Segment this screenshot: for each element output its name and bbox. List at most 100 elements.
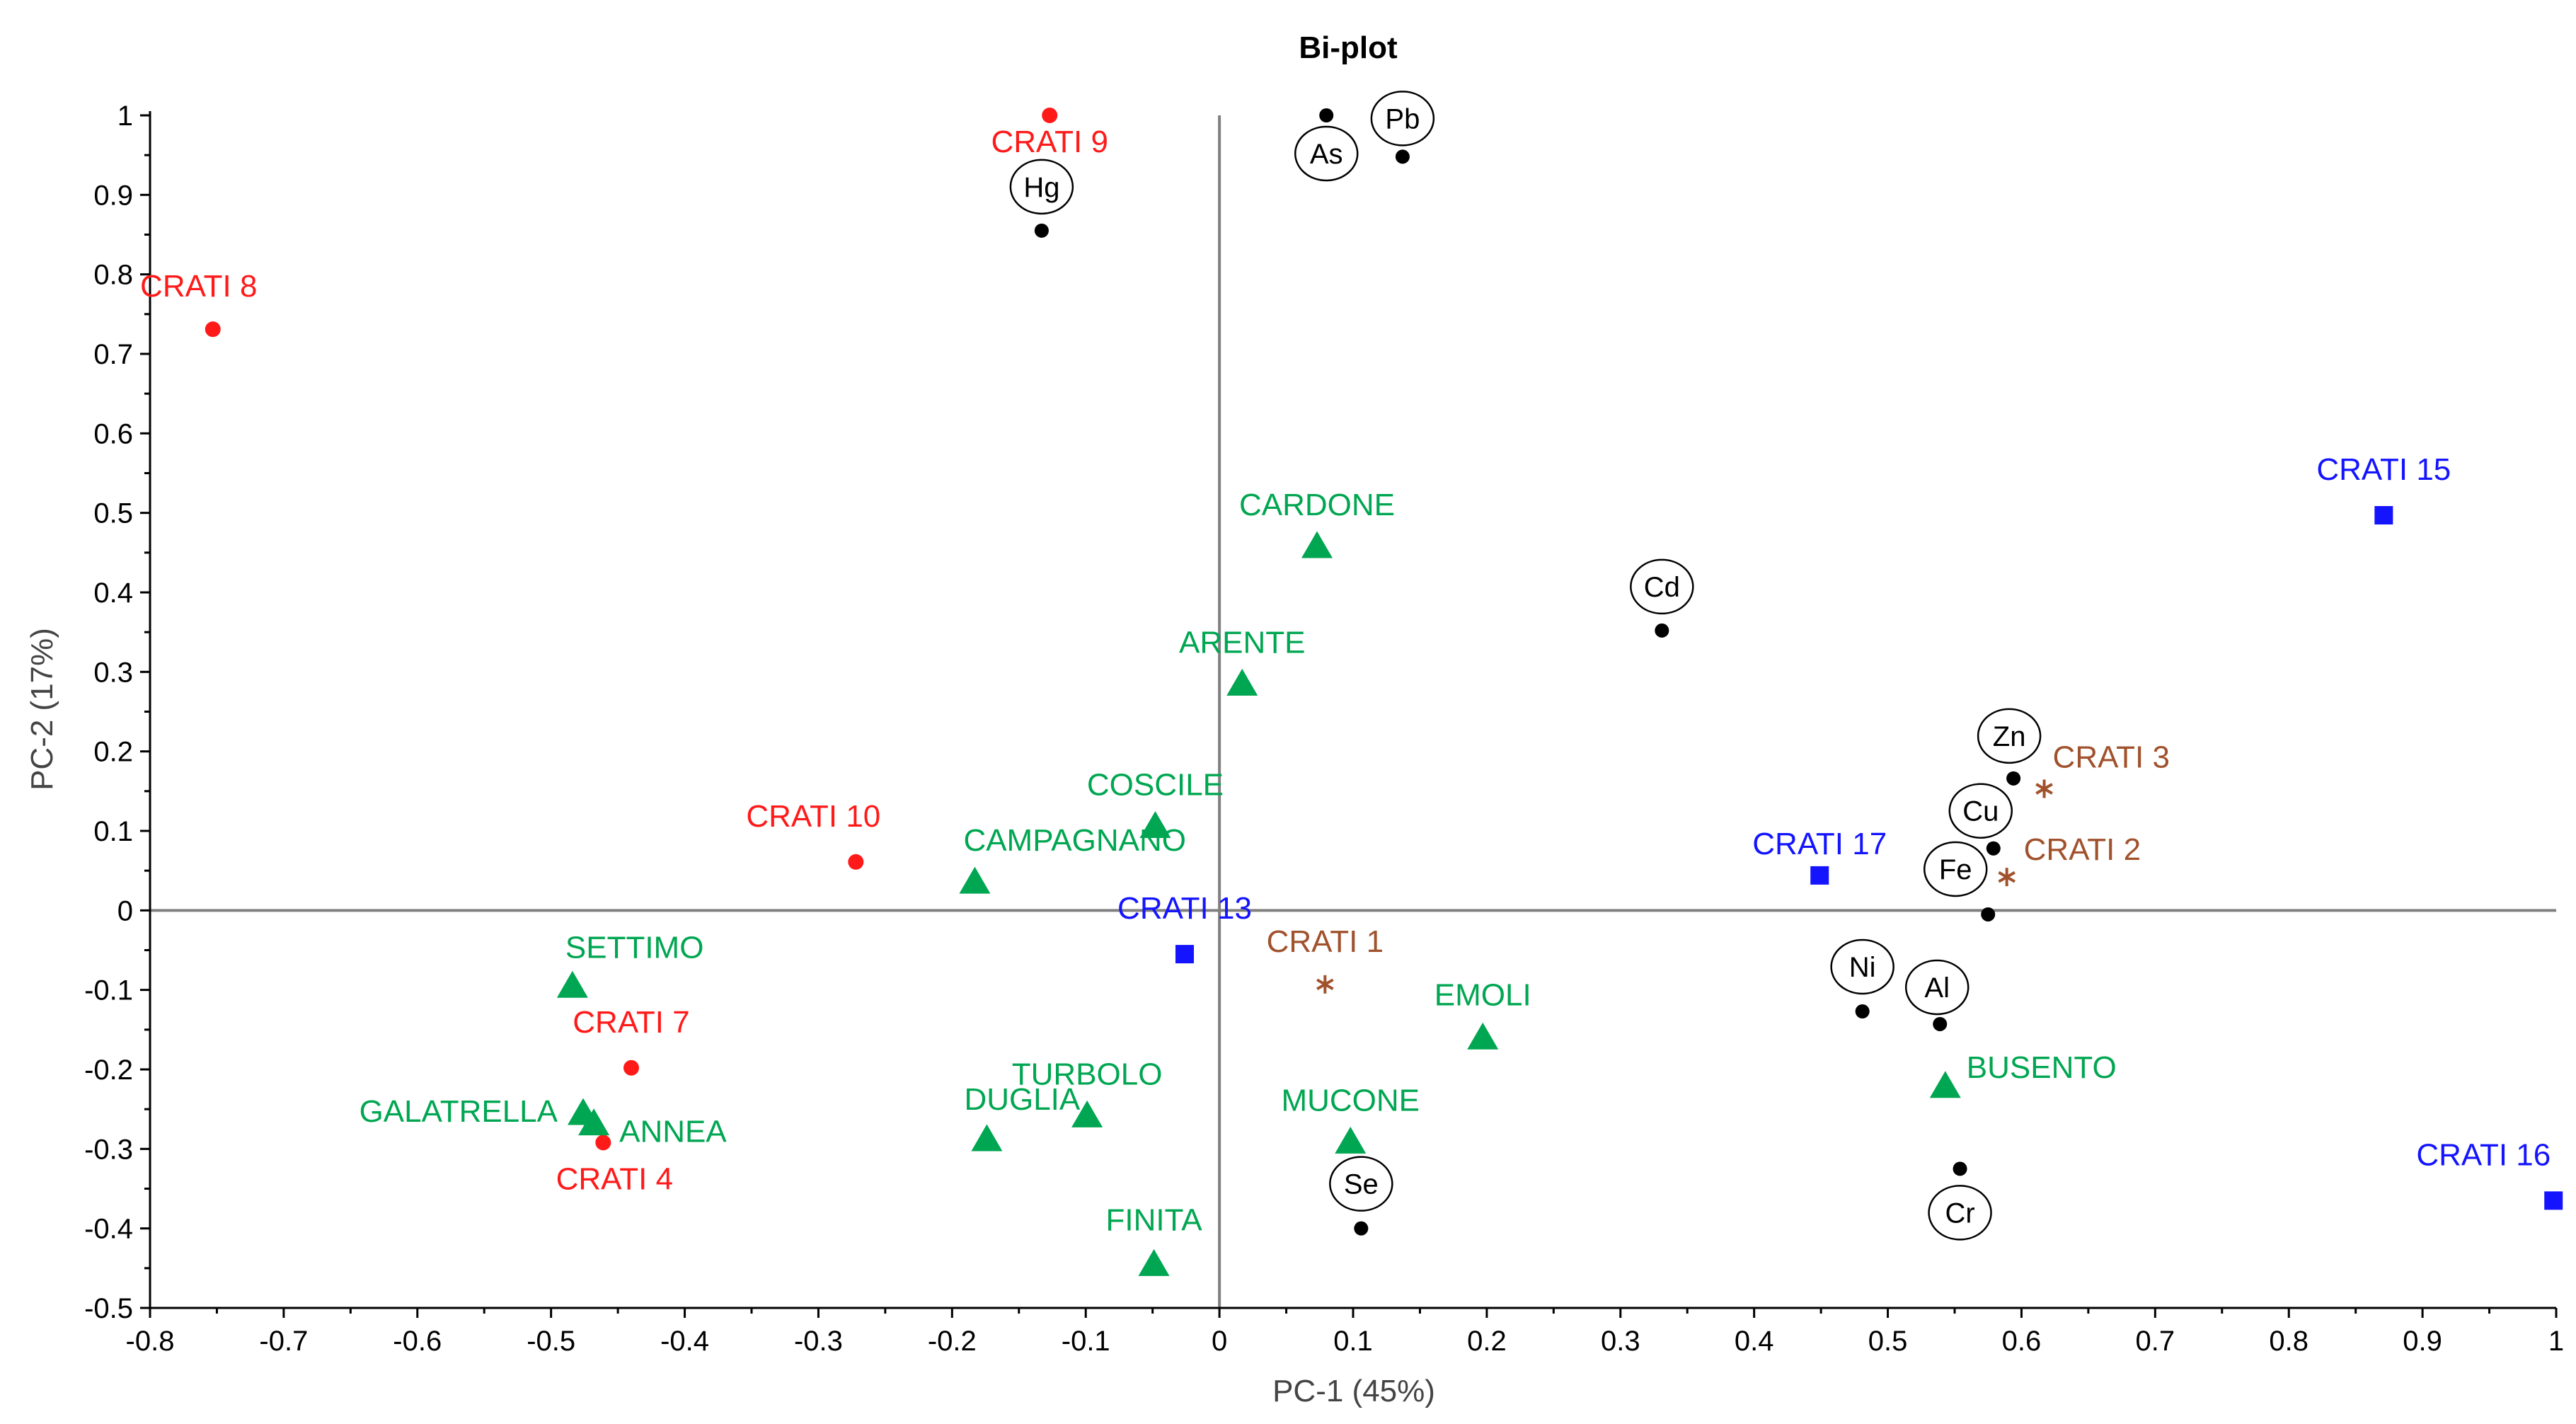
point-crati-1 — [1316, 975, 1334, 994]
point-annea — [578, 1108, 610, 1136]
point-coscile — [1139, 810, 1171, 838]
point-label: CRATI 9 — [991, 125, 1108, 159]
variable-label: Ni — [1849, 952, 1876, 983]
y-tick-label: -0.3 — [84, 1134, 133, 1165]
point-label: CRATI 10 — [746, 799, 880, 834]
variable-label: Zn — [1993, 721, 2026, 752]
y-tick-label: -0.4 — [84, 1214, 133, 1245]
x-tick-label: -0.3 — [794, 1326, 843, 1357]
variable-point-as — [1319, 108, 1334, 122]
variable-label: Cr — [1945, 1198, 1974, 1229]
x-tick-label: 0.6 — [2002, 1326, 2042, 1357]
point-label: CRATI 4 — [556, 1161, 673, 1196]
y-tick-label: 0.9 — [93, 180, 133, 211]
point-label: ANNEA — [619, 1115, 727, 1149]
zero-lines — [150, 115, 2556, 1308]
variable-point-se — [1354, 1221, 1369, 1236]
x-tick-label: -0.4 — [660, 1326, 709, 1357]
point-arente — [1226, 668, 1258, 696]
y-tick-label: 0 — [117, 895, 133, 926]
point-label: MUCONE — [1281, 1083, 1420, 1118]
variable-point-cr — [1953, 1161, 1967, 1176]
point-crati-4 — [595, 1135, 611, 1151]
point-crati-8 — [205, 321, 221, 338]
y-tick-label: 0.2 — [93, 737, 133, 768]
y-tick-label: -0.1 — [84, 975, 133, 1006]
x-tick-label: 0.2 — [1467, 1326, 1507, 1357]
x-tick-label: 0.9 — [2403, 1326, 2442, 1357]
y-tick-label: 0.6 — [93, 418, 133, 449]
y-tick-label: -0.2 — [84, 1055, 133, 1086]
asterisk-stroke — [1998, 871, 2016, 883]
x-tick-label: 0.4 — [1735, 1326, 1774, 1357]
series-blue-sites: CRATI 15 CRATI 17 CRATI 13 CRATI 16 — [1117, 452, 2563, 1210]
series-green-sites: CARDONE ARENTE COSCILE CAMPAGNANO SETTIMO GAL… — [360, 488, 2117, 1276]
x-tick-label: -0.8 — [126, 1326, 175, 1357]
variable-label-ring — [1630, 558, 1694, 615]
variable-label-ring — [1329, 1156, 1393, 1212]
x-tick-label: -0.1 — [1062, 1326, 1110, 1357]
variable-label-ring — [1928, 1185, 1992, 1241]
variable-point-fe — [1981, 907, 1996, 921]
y-tick-label: 0.5 — [93, 498, 133, 529]
x-tick-label: 0.1 — [1333, 1326, 1373, 1357]
point-label: CRATI 13 — [1117, 891, 1252, 926]
point-label: BUSENTO — [1967, 1050, 2117, 1085]
asterisk-stroke — [1316, 978, 1334, 991]
point-label: CRATI 3 — [2053, 740, 2170, 774]
point-settimo — [556, 970, 588, 998]
point-label: CRATI 7 — [573, 1005, 689, 1040]
variable-point-pb — [1395, 149, 1410, 164]
point-label: CARDONE — [1239, 488, 1395, 522]
variable-point-zn — [2006, 771, 2021, 786]
variable-label: Cu — [1962, 796, 1999, 827]
point-label: TURBOLO — [1012, 1057, 1163, 1091]
variable-label: Se — [1344, 1169, 1379, 1200]
point-label: CRATI 8 — [140, 269, 257, 304]
variable-label-ring — [1009, 159, 1074, 215]
point-label: CRATI 2 — [2024, 832, 2141, 867]
point-duglia — [971, 1124, 1003, 1152]
point-turbolo — [1071, 1100, 1103, 1127]
chart-title: Bi-plot — [1299, 30, 1398, 65]
variable-point-cd — [1655, 623, 1669, 638]
point-finita — [1138, 1248, 1170, 1276]
point-crati-13 — [1175, 945, 1194, 964]
variable-label-ring — [1294, 125, 1359, 182]
variable-point-ni — [1855, 1004, 1870, 1018]
point-label: SETTIMO — [565, 930, 704, 965]
point-emoli — [1467, 1022, 1499, 1050]
point-label: EMOLI — [1434, 977, 1531, 1012]
y-tick-label: 0.3 — [93, 657, 133, 688]
point-cardone — [1301, 531, 1333, 558]
y-tick-label: 0.4 — [93, 578, 133, 609]
variable-label-ring — [1948, 783, 2013, 839]
variable-label-ring — [1370, 91, 1435, 147]
point-campagnano — [959, 866, 991, 894]
point-label: CRATI 16 — [2416, 1137, 2551, 1172]
point-crati-16 — [2544, 1191, 2563, 1210]
point-label: DUGLIA — [964, 1082, 1080, 1117]
point-label: GALATRELLA — [360, 1094, 558, 1129]
y-tick-label: 0.8 — [93, 260, 133, 291]
variable-point-cu — [1986, 841, 2001, 856]
x-tick-label: -0.7 — [259, 1326, 308, 1357]
variable-label-ring — [1977, 708, 2042, 764]
variable-label: Cd — [1644, 572, 1680, 603]
x-tick-label: 0.7 — [2136, 1326, 2175, 1357]
variable-label-ring — [1904, 959, 1970, 1016]
x-axis-ticks: -0.8 -0.7 -0.6 -0.5 -0.4 -0.3 -0.2 -0.1 0 0.1 0.2 0… — [126, 1308, 2564, 1357]
point-crati-10 — [848, 854, 864, 870]
y-tick-label: 0.1 — [93, 816, 133, 847]
x-tick-label: 0.5 — [1868, 1326, 1908, 1357]
x-tick-label: -0.6 — [393, 1326, 442, 1357]
series-variables: Hg As Pb Cd Zn Cu Fe Ni Al Se Cr — [1009, 91, 2042, 1241]
variable-point-al — [1933, 1016, 1948, 1031]
series-brown-sites: CRATI 3 CRATI 2 CRATI 1 — [1267, 740, 2170, 994]
point-crati-17 — [1810, 866, 1829, 885]
x-axis-title: PC-1 (45%) — [1272, 1374, 1435, 1408]
series-red-sites: CRATI 9 CRATI 8 CRATI 10 CRATI 7 CRATI 4 — [140, 108, 1108, 1196]
asterisk-stroke — [2035, 783, 2053, 795]
